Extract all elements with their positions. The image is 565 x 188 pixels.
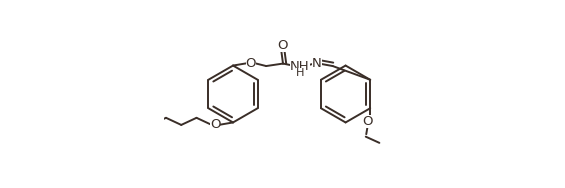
Text: H: H	[296, 68, 305, 78]
Text: O: O	[246, 57, 256, 70]
Text: NH: NH	[290, 60, 310, 73]
Text: N: N	[312, 57, 321, 70]
Text: O: O	[363, 115, 373, 128]
Text: O: O	[210, 118, 220, 131]
Text: O: O	[277, 39, 288, 52]
